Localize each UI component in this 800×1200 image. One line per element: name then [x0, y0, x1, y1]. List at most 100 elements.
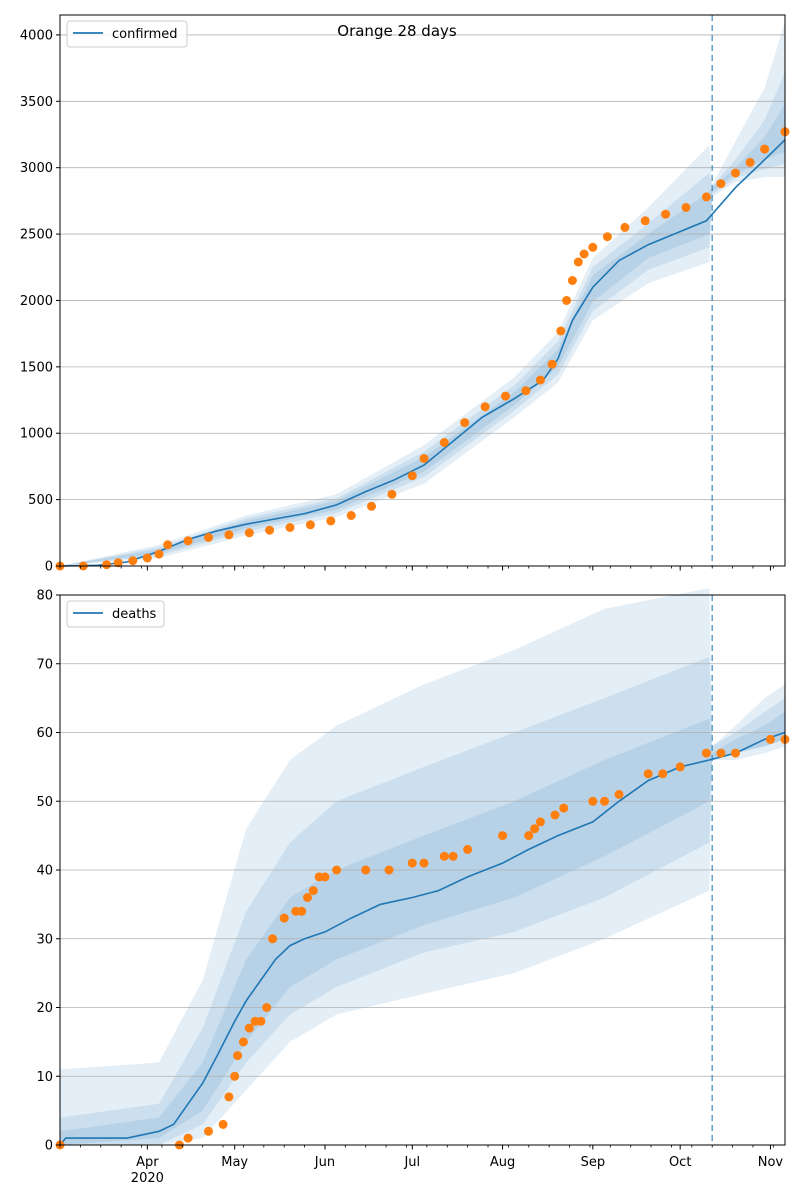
deaths-y-tick-label: 0 [45, 1139, 53, 1154]
deaths-observed-point [765, 734, 775, 744]
confirmed-y-tick-label: 2500 [20, 228, 53, 243]
deaths-x-tick-label: Nov [758, 1155, 784, 1170]
confirmed-y-tick-label: 500 [28, 493, 53, 508]
deaths-panel: 0 10 20 30 40 50 60 70 80 Apr May Jun Jul Aug Sep Oct N… [36, 588, 790, 1186]
confirmed-observed-point [204, 533, 213, 542]
confirmed-observed-point [460, 418, 470, 428]
confirmed-observed-point [521, 386, 531, 396]
deaths-x-tick-label: Sep [581, 1155, 606, 1170]
deaths-observed-point [550, 810, 560, 820]
deaths-observed-point [297, 906, 307, 916]
confirmed-observed-point [183, 536, 193, 546]
chart-title: Orange 28 days [337, 22, 457, 40]
confirmed-observed-point [556, 326, 566, 336]
deaths-observed-point [658, 769, 668, 779]
deaths-x-tick-label: Oct [669, 1155, 691, 1170]
confirmed-observed-point [716, 179, 726, 189]
confirmed-observed-point [701, 192, 711, 202]
confirmed-plot-area [60, 15, 785, 566]
confirmed-observed-point [535, 375, 545, 385]
deaths-band-inner [60, 711, 785, 1145]
deaths-observed-point [701, 748, 711, 758]
deaths-observed-point [463, 844, 473, 854]
confirmed-band-middle [60, 72, 785, 566]
deaths-observed-point [233, 1051, 243, 1061]
confirmed-observed-point [367, 501, 376, 511]
deaths-observed-point [524, 831, 534, 841]
confirmed-y-axis: 0 500 1000 1500 2000 2500 3000 3500 4000 [20, 28, 60, 575]
deaths-y-tick-label: 80 [36, 589, 53, 604]
deaths-y-tick-label: 20 [36, 1001, 53, 1016]
deaths-y-tick-label: 50 [36, 795, 53, 810]
confirmed-y-tick-label: 3500 [20, 95, 53, 110]
deaths-x-tick-label: Jun [314, 1155, 335, 1170]
confirmed-observed-point [439, 438, 449, 447]
deaths-x-tick-label: Aug [490, 1155, 515, 1170]
deaths-observed-point [614, 789, 624, 799]
deaths-observed-point [559, 803, 569, 813]
confirmed-observed-point [547, 359, 557, 369]
deaths-observed-point [407, 858, 417, 868]
confirmed-legend-label: confirmed [112, 27, 178, 42]
confirmed-observed-point [305, 520, 315, 530]
confirmed-observed-point [602, 232, 612, 242]
confirmed-observed-point [562, 296, 572, 305]
deaths-legend-label: deaths [112, 607, 157, 622]
confirmed-median-line [59, 139, 786, 567]
confirmed-observed-point [573, 257, 583, 267]
confirmed-observed-point [265, 525, 275, 535]
deaths-observed-point [218, 1119, 228, 1129]
confirmed-observed-point [154, 549, 164, 559]
deaths-observed-point [588, 796, 598, 806]
confirmed-observed-points [55, 127, 790, 571]
deaths-observed-point [308, 886, 318, 896]
confirmed-observed-point [163, 540, 173, 550]
deaths-observed-point [643, 769, 653, 779]
confirmed-legend: confirmed [66, 20, 188, 48]
confirmed-y-tick-label: 2000 [20, 294, 53, 309]
deaths-model-line [59, 731, 786, 1146]
confirmed-observed-point [113, 558, 123, 568]
deaths-legend-box [66, 600, 165, 628]
deaths-observed-point [675, 762, 685, 772]
deaths-observed-point [419, 858, 429, 868]
confirmed-observed-point [128, 556, 138, 566]
deaths-observed-point [244, 1023, 254, 1033]
deaths-legend: deaths [66, 600, 165, 628]
deaths-observed-point [303, 893, 312, 902]
deaths-observed-point [731, 748, 740, 758]
confirmed-observed-point [387, 489, 397, 499]
confirmed-observed-point [419, 454, 429, 463]
deaths-observed-point [238, 1037, 248, 1047]
deaths-observed-point [535, 817, 545, 827]
deaths-band-middle [60, 656, 785, 1145]
deaths-observed-point [224, 1092, 234, 1102]
confirmed-observed-point [640, 216, 650, 226]
confirmed-observed-point [745, 157, 755, 167]
confirmed-observed-point [224, 530, 234, 540]
confirmed-observed-point [102, 560, 112, 570]
confirmed-observed-point [760, 144, 770, 154]
deaths-observed-point [332, 865, 342, 875]
confirmed-y-tick-label: 3000 [20, 161, 53, 176]
deaths-observed-point [384, 865, 394, 875]
confirmed-y-tick-label: 1000 [20, 427, 53, 442]
confirmed-observed-point [244, 528, 254, 538]
confirmed-model-line [59, 139, 786, 567]
confirmed-observed-point [620, 222, 630, 232]
confirmed-observed-point [480, 402, 490, 412]
deaths-observed-point [600, 796, 609, 806]
confirmed-observed-point [285, 523, 295, 532]
confirmed-observed-point [588, 242, 598, 252]
confirmed-axes-frame [59, 14, 786, 567]
deaths-observed-point [256, 1016, 266, 1026]
confirmed-x-axis [59, 566, 774, 571]
deaths-observed-point [204, 1126, 213, 1136]
confirmed-observed-point [731, 168, 740, 178]
deaths-x-year-label: 2020 [131, 1171, 164, 1186]
confirmed-observed-point [681, 203, 691, 212]
confirmed-observed-point [142, 553, 152, 563]
deaths-y-tick-label: 70 [36, 657, 53, 672]
deaths-x-tick-label: May [221, 1155, 248, 1170]
